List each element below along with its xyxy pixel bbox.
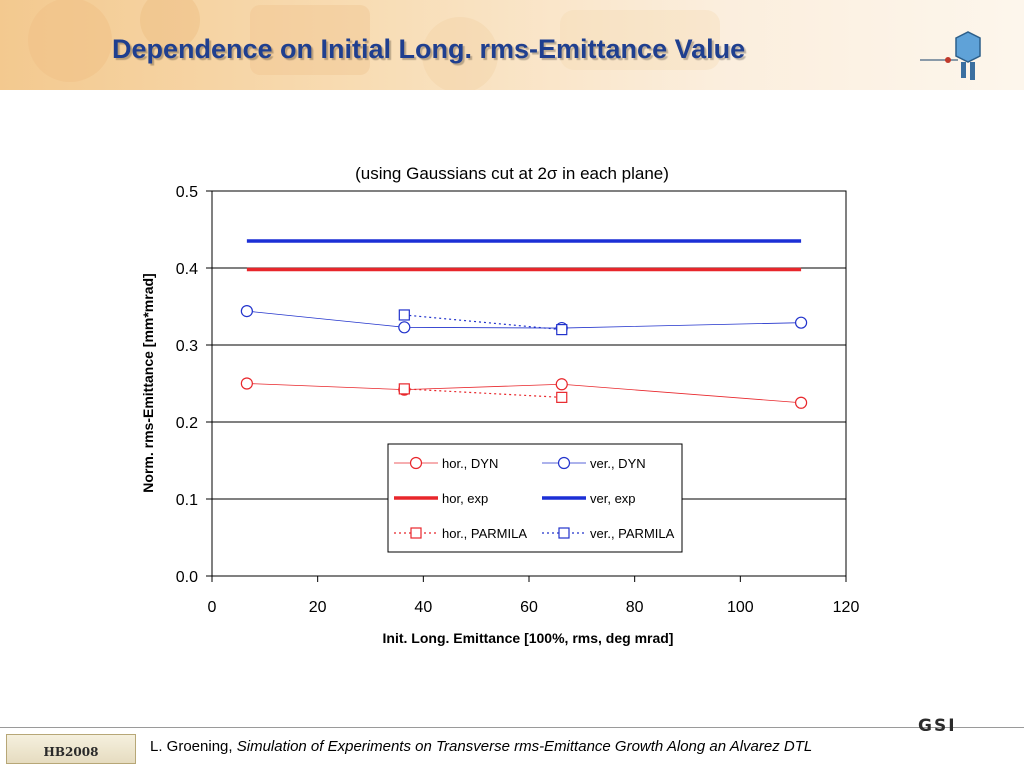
- footer-talk-title: Simulation of Experiments on Transverse …: [236, 738, 813, 755]
- data-point: [556, 391, 568, 403]
- legend-marker: [410, 527, 422, 539]
- slide-header: [0, 0, 1024, 90]
- legend-label: hor., DYN: [442, 456, 498, 471]
- legend-marker: [409, 456, 423, 470]
- data-point: [794, 396, 808, 409]
- y-axis-label: Norm. rms-Emittance [mm*mrad]: [140, 273, 156, 492]
- y-tick-label: 0.1: [176, 492, 198, 509]
- x-tick-label: 0: [208, 599, 217, 616]
- gsi-logo: GSI: [918, 716, 957, 736]
- footer-divider: [0, 727, 1024, 728]
- y-tick-label: 0.4: [176, 261, 198, 278]
- x-tick-label: 60: [520, 599, 538, 616]
- hb2008-logo: HB2008: [6, 734, 136, 764]
- legend-marker: [558, 527, 570, 539]
- x-axis-label: Init. Long. Emittance [100%, rms, deg mr…: [383, 630, 674, 646]
- hb2008-logo-text: HB2008: [43, 745, 99, 759]
- legend-label: ver, exp: [590, 491, 636, 506]
- data-point: [398, 321, 411, 334]
- footer-author: L. Groening: [150, 738, 229, 755]
- series-line: [404, 388, 562, 398]
- chart-subtitle: (using Gaussians cut at 2σ in each plane…: [355, 164, 669, 183]
- data-point: [794, 316, 808, 329]
- y-tick-label: 0.2: [176, 415, 198, 432]
- data-point: [240, 305, 253, 318]
- series-line: [246, 310, 802, 329]
- y-tick-label: 0.3: [176, 338, 198, 355]
- emittance-chart: 0.0 0.1 0.2 0.3 0.4 0.5 0 20 40 60 80 100 120 hor., …: [140, 184, 860, 646]
- series-line: [404, 314, 562, 331]
- x-tick-label: 80: [626, 599, 644, 616]
- x-tick-label: 100: [727, 599, 754, 616]
- y-tick-label: 0.5: [176, 184, 198, 201]
- data-point: [556, 324, 568, 336]
- legend-marker: [557, 456, 571, 470]
- x-tick-label: 40: [414, 599, 432, 616]
- data-point: [240, 377, 253, 390]
- footer-citation: L. Groening, Simulation of Experiments o…: [150, 738, 812, 755]
- data-point: [398, 383, 410, 395]
- accelerator-figure-icon: [920, 31, 981, 80]
- legend-label: ver., PARMILA: [590, 526, 675, 541]
- legend-label: hor, exp: [442, 491, 488, 506]
- y-tick-label: 0.0: [176, 569, 198, 586]
- legend-label: ver., DYN: [590, 456, 646, 471]
- series-line: [246, 383, 802, 404]
- footer-separator: ,: [228, 738, 233, 755]
- header-decoration: [28, 0, 720, 90]
- legend-label: hor., PARMILA: [442, 526, 527, 541]
- x-tick-label: 20: [309, 599, 327, 616]
- slide-title: Dependence on Initial Long. rms-Emittanc…: [112, 34, 746, 64]
- data-point: [555, 378, 568, 391]
- x-tick-label: 120: [833, 599, 860, 616]
- data-point: [398, 309, 410, 321]
